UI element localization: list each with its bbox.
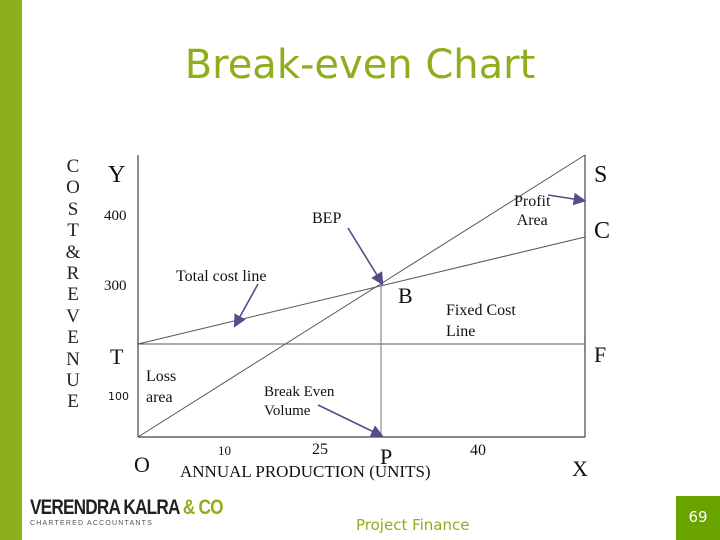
fixed-cost-line-text: Fixed Cost <box>446 302 516 319</box>
total-cost-line-label: Total cost line <box>176 268 267 285</box>
y-axis-letter: T <box>67 220 79 242</box>
bep-label: BEP <box>312 210 342 227</box>
y-axis-letter: E <box>67 391 79 413</box>
loss-area-line: area <box>146 389 173 406</box>
y-axis-letter: V <box>66 305 80 327</box>
logo-name: VERENDRA KALRA <box>30 496 180 519</box>
y-axis-letter: C <box>66 156 80 177</box>
left-accent-bar <box>0 0 22 540</box>
s-point-label: S <box>594 162 608 188</box>
x-tick-label: 10 <box>218 443 231 458</box>
y-tick-label: 100 <box>108 390 129 403</box>
logo-subtitle: CHARTERED ACCOUNTANTS <box>30 520 153 527</box>
b-point-label: B <box>398 283 413 308</box>
y-axis-letter: U <box>66 370 80 392</box>
footer-text: Project Finance <box>356 516 470 534</box>
bep-pointer <box>347 227 384 286</box>
y-axis-letter-label: Y <box>108 162 126 188</box>
profit-area-line: Area <box>516 212 548 229</box>
origin-label: O <box>134 452 150 477</box>
company-logo: VERENDRA KALRA & CO CHARTERED ACCOUNTANT… <box>30 496 265 527</box>
x-tick-label: 40 <box>470 442 486 459</box>
y-axis-letter: E <box>67 327 79 349</box>
y-axis-title: C O S T & R E V E N U E <box>62 156 84 413</box>
f-point-label: F <box>594 342 607 367</box>
y-axis-letter: N <box>66 348 80 370</box>
slide-title: Break-even Chart <box>184 42 536 88</box>
y-tick-label: 400 <box>104 208 127 224</box>
fixed-cost-line-label: Fixed Cost Line <box>446 300 516 342</box>
y-axis-letter: R <box>66 263 80 285</box>
fixed-cost-line-text: Line <box>446 323 476 340</box>
break-even-volume-line: Volume <box>264 403 311 419</box>
x-tick-label: 25 <box>312 441 328 458</box>
y-axis-letter: & <box>65 241 81 263</box>
page-number-badge: 69 <box>676 496 720 540</box>
total-cost-line <box>137 236 586 345</box>
p-point-label: P <box>380 444 393 469</box>
profit-area-label: Profit Area <box>514 192 550 230</box>
x-axis-letter-label: X <box>572 456 588 481</box>
revenue-line <box>137 154 586 438</box>
break-even-volume-pointer <box>317 404 384 437</box>
profit-area-pointer <box>547 192 587 206</box>
y-tick-label: 300 <box>104 278 127 294</box>
x-axis-title: ANNUAL PRODUCTION (UNITS) <box>180 462 431 481</box>
profit-area-line: Profit <box>514 193 551 210</box>
break-even-volume-line: Break Even <box>264 384 335 400</box>
y-axis-letter: E <box>67 284 79 306</box>
logo-amp: & CO <box>182 496 224 519</box>
t-point-label: T <box>110 344 124 369</box>
y-axis-letter: S <box>67 198 79 220</box>
loss-area-line: Loss <box>146 368 177 385</box>
logo-wordmark: VERENDRA KALRA & CO <box>30 496 223 520</box>
c-point-label: C <box>594 218 611 244</box>
loss-area-label: Loss area <box>146 366 176 408</box>
total-cost-pointer <box>233 283 259 328</box>
y-axis-letter: O <box>66 177 80 199</box>
break-even-volume-label: Break Even Volume <box>264 383 334 421</box>
